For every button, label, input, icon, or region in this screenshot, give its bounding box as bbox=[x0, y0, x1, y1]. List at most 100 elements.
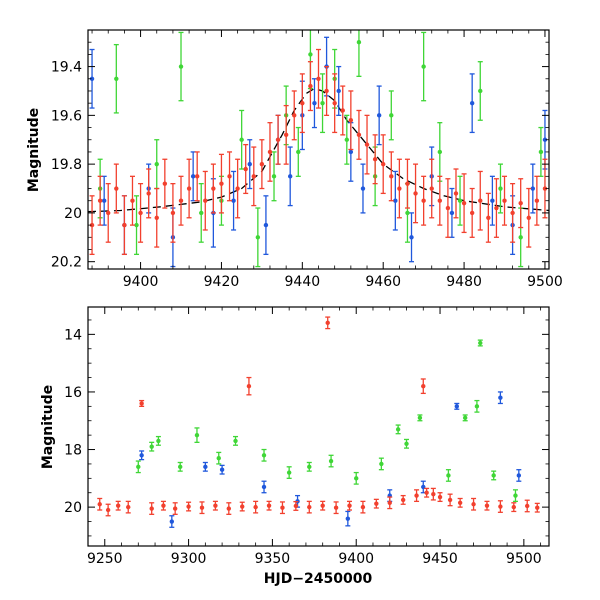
data-point bbox=[246, 376, 252, 396]
data-point bbox=[275, 114, 281, 165]
data-point bbox=[462, 414, 468, 422]
data-point bbox=[139, 450, 145, 461]
data-point bbox=[177, 461, 183, 472]
data-point bbox=[89, 48, 95, 109]
data-point bbox=[353, 471, 359, 485]
data-point bbox=[404, 158, 410, 209]
data-point bbox=[251, 146, 257, 207]
data-point bbox=[420, 480, 426, 494]
data-point bbox=[332, 73, 338, 134]
data-point bbox=[524, 499, 530, 513]
data-point bbox=[360, 163, 366, 214]
data-point bbox=[219, 464, 225, 475]
data-point bbox=[511, 502, 517, 513]
x-tick-label: 9250 bbox=[87, 551, 123, 567]
data-point bbox=[526, 187, 532, 248]
bottom-panel-frame bbox=[87, 306, 550, 547]
data-point bbox=[484, 500, 490, 511]
data-point bbox=[477, 170, 483, 231]
data-point bbox=[457, 175, 463, 226]
data-point bbox=[424, 487, 430, 498]
data-point bbox=[437, 175, 443, 226]
x-tick-label: 9500 bbox=[527, 274, 563, 290]
data-point bbox=[169, 515, 175, 528]
data-point bbox=[218, 153, 224, 214]
data-point bbox=[320, 500, 326, 511]
data-point bbox=[239, 501, 245, 512]
data-point bbox=[497, 391, 503, 405]
data-point bbox=[396, 158, 402, 219]
top-series-2 bbox=[89, 48, 548, 256]
x-tick-label: 9450 bbox=[422, 551, 458, 567]
data-point bbox=[155, 435, 161, 446]
data-point bbox=[469, 73, 475, 134]
data-point bbox=[457, 497, 463, 508]
y-tick-label: 20.2 bbox=[51, 255, 82, 271]
data-point bbox=[493, 178, 499, 238]
data-point bbox=[347, 500, 353, 511]
data-point bbox=[336, 65, 342, 117]
data-point bbox=[129, 175, 135, 226]
data-point bbox=[348, 90, 354, 151]
data-point bbox=[414, 489, 420, 503]
data-point bbox=[105, 182, 111, 243]
y-tick-label: 19.4 bbox=[51, 60, 82, 76]
data-point bbox=[453, 168, 459, 219]
data-point bbox=[306, 461, 312, 472]
data-point bbox=[194, 427, 200, 443]
data-point bbox=[154, 187, 160, 248]
data-point bbox=[400, 494, 406, 505]
data-point bbox=[134, 195, 140, 256]
data-point bbox=[138, 182, 144, 243]
data-point bbox=[474, 399, 480, 413]
data-point bbox=[388, 90, 394, 141]
data-point bbox=[380, 134, 386, 195]
data-point bbox=[146, 168, 152, 219]
data-point bbox=[413, 163, 419, 224]
data-point bbox=[328, 454, 334, 468]
data-point bbox=[364, 114, 370, 175]
data-point bbox=[235, 158, 241, 219]
data-point bbox=[373, 498, 379, 509]
data-point bbox=[105, 503, 111, 517]
data-point bbox=[449, 187, 455, 238]
data-point bbox=[344, 114, 350, 165]
y-tick-label: 19.8 bbox=[51, 157, 82, 173]
data-point bbox=[210, 163, 216, 214]
data-point bbox=[266, 500, 272, 511]
data-point bbox=[497, 163, 503, 214]
data-point bbox=[376, 85, 382, 146]
bottom-series-1 bbox=[135, 339, 518, 503]
data-point bbox=[477, 339, 483, 347]
data-point bbox=[113, 163, 119, 214]
data-point bbox=[502, 175, 508, 226]
data-point bbox=[430, 487, 436, 501]
data-point bbox=[162, 158, 168, 209]
data-point bbox=[293, 501, 299, 511]
top-panel-axes: 9400 9420 9440 9460 9480 9500 19.4 19.6 19.8 20 20… bbox=[51, 29, 563, 290]
data-point bbox=[279, 501, 285, 515]
data-point bbox=[160, 500, 166, 511]
data-point bbox=[255, 207, 261, 268]
data-point bbox=[497, 500, 503, 513]
data-point bbox=[485, 192, 491, 243]
data-point bbox=[320, 73, 326, 134]
data-point bbox=[469, 187, 475, 238]
data-point bbox=[113, 43, 119, 114]
data-point bbox=[287, 146, 293, 207]
data-point bbox=[489, 175, 495, 226]
data-point bbox=[172, 502, 178, 515]
y-tick-label: 18 bbox=[64, 443, 82, 459]
data-point bbox=[186, 501, 192, 512]
data-point bbox=[409, 212, 415, 263]
data-point bbox=[283, 104, 289, 165]
data-point bbox=[324, 65, 330, 117]
y-tick-label: 20 bbox=[64, 500, 82, 516]
data-point bbox=[421, 31, 427, 102]
data-point bbox=[202, 461, 208, 472]
data-point bbox=[510, 182, 516, 243]
data-point bbox=[239, 109, 245, 170]
data-point bbox=[149, 502, 155, 515]
data-point bbox=[429, 158, 435, 219]
